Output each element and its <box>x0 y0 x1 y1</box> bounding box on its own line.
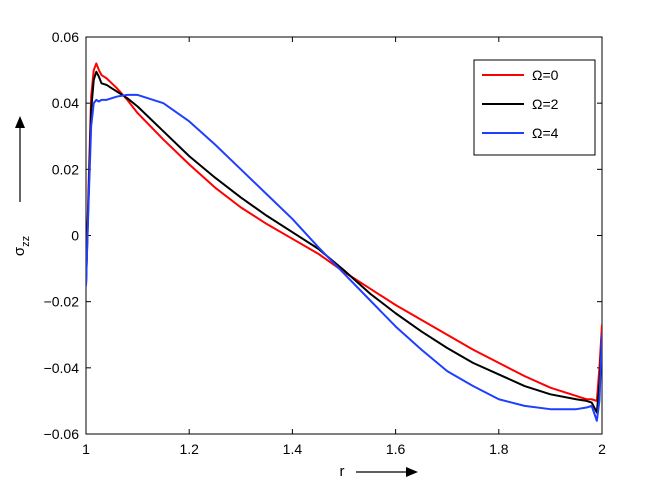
y-axis-label-group: σzz <box>11 236 32 256</box>
x-axis-arrow-icon <box>356 467 418 477</box>
svg-text:σzz: σzz <box>11 236 32 256</box>
series-line-1 <box>86 62 602 402</box>
x-axis: 1 1.2 1.4 1.6 1.8 2 <box>82 37 606 457</box>
y-tick-label: 0.04 <box>52 95 79 111</box>
x-tick-label: 1.4 <box>283 441 303 457</box>
x-axis-label: r <box>340 463 345 480</box>
y-axis: −0.06 −0.04 −0.02 0 0.02 0.04 0.06 <box>44 29 602 442</box>
y-tick-label: 0.02 <box>52 161 79 177</box>
y-tick-label: −0.06 <box>44 426 80 442</box>
y-axis-label: σ <box>11 246 28 256</box>
x-tick-label: 1 <box>82 441 90 457</box>
legend: Ω=0 Ω=2 Ω=4 <box>473 59 596 156</box>
y-tick-label: 0 <box>71 228 79 244</box>
y-tick-label: −0.02 <box>44 294 80 310</box>
legend-label: Ω=4 <box>532 125 559 141</box>
legend-label: Ω=0 <box>532 67 559 83</box>
y-axis-label-subscript: zz <box>20 236 32 247</box>
y-tick-label: −0.04 <box>44 360 80 376</box>
y-axis-arrow-icon <box>15 116 25 202</box>
x-tick-label: 1.6 <box>386 441 406 457</box>
series-line-3 <box>86 93 602 422</box>
legend-label: Ω=2 <box>532 96 559 112</box>
y-tick-label: 0.06 <box>52 29 79 45</box>
x-tick-label: 1.8 <box>489 441 509 457</box>
series-layer <box>86 62 602 422</box>
series-line-2 <box>86 70 602 414</box>
x-tick-label: 1.2 <box>179 441 199 457</box>
x-tick-label: 2 <box>598 441 606 457</box>
